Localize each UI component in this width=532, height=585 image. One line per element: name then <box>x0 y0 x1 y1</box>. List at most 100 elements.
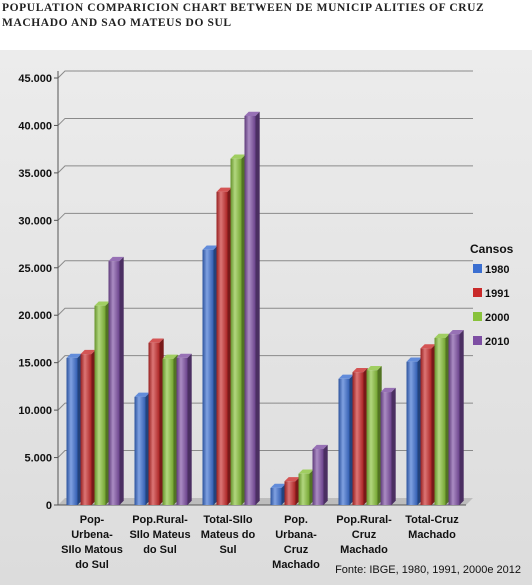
legend-swatch <box>473 312 482 321</box>
y-tick-label: 15.000 <box>18 358 52 370</box>
source-note: Fonte: IBGE, 1980, 1991, 2000e 2012 <box>335 564 521 576</box>
bar-top <box>244 111 260 116</box>
bar-2010-4 <box>380 392 392 505</box>
bar-top <box>216 187 232 192</box>
bar-top <box>312 444 328 450</box>
bar-chart: 0 5.000 10.000 15.000 20.000 25.000 30.000 35.0… <box>18 70 521 576</box>
bar-side <box>255 111 260 505</box>
grid-line <box>57 355 473 364</box>
legend-label: 2000 <box>485 312 509 324</box>
bar-top <box>108 256 124 262</box>
legend-swatch <box>473 264 482 273</box>
bar-1980-3 <box>270 487 282 505</box>
bar-side <box>323 444 328 505</box>
bar-top <box>284 477 300 482</box>
category-label: do Sul <box>75 559 109 571</box>
grid-line <box>57 402 473 411</box>
y-tick-label: 40.000 <box>18 120 52 132</box>
bar-top <box>134 392 150 397</box>
category-label: SIlo Mateus <box>129 529 190 541</box>
bar-2000-1 <box>162 358 174 505</box>
grid-line <box>57 450 473 458</box>
bars <box>66 111 464 505</box>
bar-top <box>298 469 314 474</box>
y-tick-label: 20.000 <box>18 310 52 322</box>
bar-1991-5 <box>420 348 432 505</box>
grid-line <box>57 212 473 221</box>
bar-1980-4 <box>338 378 350 505</box>
category-label: Mateus do <box>201 529 256 541</box>
y-tick-label: 45.000 <box>18 73 52 85</box>
y-tick-label: 10.000 <box>18 405 52 417</box>
category-label: Total-Cruz <box>405 514 459 526</box>
bar-1980-0 <box>66 357 78 505</box>
category-label: SIlo Matous <box>61 544 123 556</box>
bar-1991-0 <box>80 354 92 505</box>
grid-line <box>57 260 473 269</box>
bar-1991-4 <box>352 372 364 505</box>
y-axis: 0 5.000 10.000 15.000 20.000 25.000 30.000 35.0… <box>18 71 59 512</box>
bar-side <box>459 330 464 505</box>
chart-title: POPULATION COMPARICION CHART BETWEEN DE … <box>2 2 485 29</box>
bar-top <box>66 353 82 358</box>
category-label: Machado <box>340 544 388 556</box>
category-label: Cruz <box>284 544 309 556</box>
bar-2010-1 <box>176 357 188 505</box>
category-label: Pop- <box>80 514 105 526</box>
category-label: Pop.Rural- <box>132 514 188 526</box>
grid-line <box>57 70 473 79</box>
category-label: Urbana- <box>275 529 317 541</box>
y-tick-label: 0 <box>46 500 52 512</box>
grid-line <box>57 165 473 174</box>
bar-top <box>434 333 450 338</box>
grid-line <box>57 117 473 126</box>
bar-1991-2 <box>216 191 228 505</box>
bar-2010-2 <box>244 115 256 505</box>
bar-top <box>270 483 286 488</box>
bar-top <box>176 353 192 358</box>
bar-top <box>420 344 436 349</box>
bar-top <box>162 354 178 359</box>
category-labels: Pop- Urbena- SIlo Matous do Sul Pop.Rural- SI… <box>61 514 459 571</box>
bar-2000-2 <box>230 158 242 505</box>
bar-side <box>391 387 396 505</box>
legend-swatch <box>473 288 482 297</box>
bar-2000-3 <box>298 473 310 505</box>
category-label: Machado <box>272 559 320 571</box>
bar-top <box>406 357 422 362</box>
category-label: Pop.Rural- <box>336 514 392 526</box>
bar-top <box>338 374 354 379</box>
bar-1980-1 <box>134 396 146 505</box>
category-label: Machado <box>408 529 456 541</box>
bar-top <box>94 301 110 306</box>
bar-top <box>366 366 382 371</box>
category-label: Pop. <box>284 514 308 526</box>
bar-side <box>187 353 192 505</box>
y-tick-label: 35.000 <box>18 168 52 180</box>
grid-line <box>57 307 473 316</box>
bar-top <box>352 367 368 373</box>
category-label: do Sul <box>143 544 177 556</box>
bar-top <box>380 387 396 393</box>
bar-top <box>202 245 218 250</box>
category-label: Urbena- <box>71 529 113 541</box>
bar-2000-4 <box>366 370 378 505</box>
y-tick-label: 25.000 <box>18 263 52 275</box>
bar-top <box>80 349 96 355</box>
category-label: Cruz <box>352 529 377 541</box>
bar-1980-2 <box>202 249 214 505</box>
bar-1991-1 <box>148 342 160 505</box>
bar-top <box>230 154 246 159</box>
bar-2000-0 <box>94 305 106 505</box>
legend-label: 1991 <box>485 288 509 300</box>
legend-swatch <box>473 336 482 345</box>
category-label: Total-SIlo <box>203 514 253 526</box>
bar-2010-0 <box>108 261 120 505</box>
legend-label: 2010 <box>485 336 509 348</box>
bar-2010-3 <box>312 449 324 505</box>
legend-label: 1980 <box>485 264 509 276</box>
bar-top <box>448 330 464 335</box>
bar-2000-5 <box>434 337 446 505</box>
legend: Cansos 1980 1991 2000 2010 <box>470 242 514 348</box>
bar-1980-5 <box>406 361 418 505</box>
